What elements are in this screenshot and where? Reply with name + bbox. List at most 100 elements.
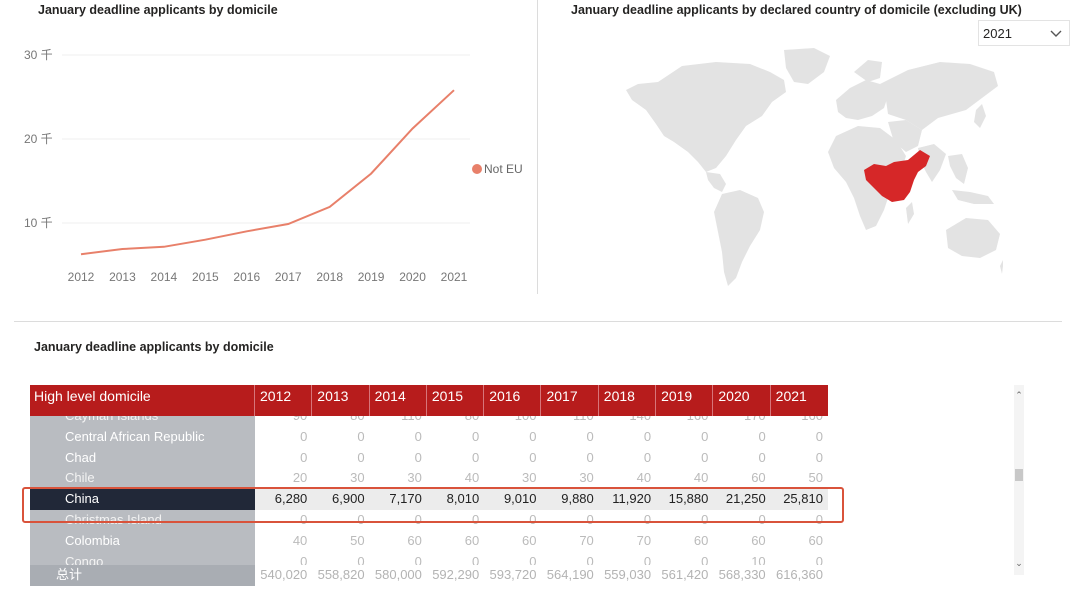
scroll-thumb[interactable]: [1015, 469, 1023, 481]
row-value-cell: 0: [815, 512, 823, 527]
x-tick-label: 2016: [233, 270, 260, 284]
map-indonesia[interactable]: [952, 190, 994, 204]
row-value-cell: 30: [522, 470, 537, 486]
row-value-cell: 60: [693, 532, 709, 548]
table-scrollbar[interactable]: ⌃ ⌄: [1014, 385, 1024, 575]
map-middle-east[interactable]: [888, 120, 922, 152]
line-chart-title: January deadline applicants by domicile: [38, 3, 278, 17]
row-value-cell: 30: [579, 470, 594, 486]
row-value-cell: 0: [643, 428, 652, 444]
map-japan[interactable]: [974, 104, 986, 128]
row-value-cell: 0: [643, 512, 652, 527]
map-china[interactable]: [864, 150, 930, 202]
map-central-america[interactable]: [706, 172, 726, 192]
table-header: High level domicile 2012 2013 2014 2015 …: [30, 385, 828, 416]
row-value-cell: 0: [529, 449, 537, 465]
row-value-cell: 21,250: [725, 491, 766, 507]
x-tick-label: 2019: [358, 270, 385, 284]
header-year[interactable]: 2016: [484, 385, 542, 416]
row-value-cell: 0: [529, 512, 537, 527]
header-year[interactable]: 2012: [255, 385, 313, 416]
row-value-cell: 11,920: [612, 491, 652, 507]
row-value-cell: 70: [579, 532, 594, 548]
row-value-cell: 160: [771, 416, 828, 427]
row-value-cell: 60: [407, 532, 422, 548]
row-value-cell: 60: [464, 532, 480, 548]
map-title: January deadline applicants by declared …: [571, 3, 1022, 17]
table-body: Cayman Islands90801108010011014016017016…: [30, 416, 828, 586]
table-total-row: 总计 540,020 558,820 580,000 592,290 593,720 564…: [30, 565, 828, 586]
row-value-cell: 60: [522, 532, 537, 548]
header-year[interactable]: 2019: [656, 385, 714, 416]
row-value-cell: 0: [300, 428, 308, 444]
y-tick-label: 30 千: [24, 48, 53, 62]
row-value-cell: 0: [414, 512, 422, 527]
row-value-cell: 9,010: [503, 491, 537, 507]
header-year[interactable]: 2020: [713, 385, 771, 416]
legend-label-not-eu: Not EU: [484, 162, 523, 176]
map-scandinavia[interactable]: [854, 60, 882, 82]
row-domicile-name: Cayman Islands: [30, 416, 255, 427]
row-value-cell: 0: [586, 553, 594, 569]
row-value-cell: 0: [586, 428, 594, 444]
table-row[interactable]: Christmas Island 0 0 0 0 0 0 0 0 0 0: [30, 510, 828, 531]
scroll-down-icon[interactable]: ⌄: [1015, 558, 1023, 568]
row-value-cell: 0: [414, 553, 422, 569]
domicile-table: High level domicile 2012 2013 2014 2015 …: [30, 385, 828, 586]
header-year[interactable]: 2021: [775, 388, 807, 404]
row-value-cell: 0: [357, 553, 365, 569]
total-value-cell: 580,000: [374, 567, 422, 582]
row-value-cell: 0: [414, 428, 422, 444]
map-australia[interactable]: [946, 218, 1000, 258]
row-value-cell: 0: [471, 512, 480, 527]
map-north-america[interactable]: [626, 62, 786, 172]
header-year[interactable]: 2014: [370, 385, 427, 416]
row-value-cell: 6,900: [332, 491, 365, 507]
map-greenland[interactable]: [784, 48, 830, 84]
header-year[interactable]: 2015: [427, 385, 485, 416]
row-value-cell: 20: [292, 470, 308, 486]
table-row-selected[interactable]: China 6,280 6,900 7,170 8,010 9,010 9,880 11,92…: [30, 489, 828, 510]
x-tick-label: 2015: [192, 270, 219, 284]
row-domicile-name: Central African Republic: [30, 426, 255, 448]
map-madagascar[interactable]: [906, 202, 914, 224]
row-value-cell: 30: [350, 470, 365, 486]
row-value-cell: 50: [808, 470, 823, 486]
map-southeast-asia[interactable]: [948, 154, 968, 184]
x-tick-label: 2017: [275, 270, 302, 284]
table-row[interactable]: Cayman Islands90801108010011014016017016…: [30, 416, 828, 427]
scroll-up-icon[interactable]: ⌃: [1015, 390, 1023, 400]
table-row[interactable]: Chile 20 30 30 40 30 30 40 40 60 50: [30, 468, 828, 490]
table-row[interactable]: Central African Republic 0 0 0 0 0 0 0 0 0 0: [30, 426, 828, 448]
row-value-cell: 0: [529, 553, 537, 569]
row-value-cell: 40: [636, 470, 652, 486]
legend-marker-not-eu: [472, 164, 482, 174]
year-dropdown[interactable]: 2021: [978, 20, 1070, 46]
header-high-level-domicile[interactable]: High level domicile: [30, 385, 255, 416]
map-asia[interactable]: [880, 62, 998, 130]
row-value-cell: 0: [529, 428, 537, 444]
highlight-outline: [22, 487, 844, 523]
map-europe[interactable]: [836, 80, 888, 120]
header-year[interactable]: 2013: [312, 385, 370, 416]
row-value-cell: 80: [427, 416, 484, 427]
row-value-cell: 0: [758, 512, 766, 527]
x-tick-label: 2014: [151, 270, 178, 284]
header-year[interactable]: 2018: [599, 385, 657, 416]
row-value-cell: 50: [350, 532, 365, 548]
map-south-america[interactable]: [714, 190, 764, 286]
y-tick-label: 20 千: [24, 132, 53, 146]
row-value-cell: 0: [701, 553, 709, 569]
row-value-cell: 40: [464, 470, 480, 486]
header-year[interactable]: 2017: [541, 385, 599, 416]
chevron-down-icon: [1050, 30, 1062, 37]
x-tick-label: 2013: [109, 270, 136, 284]
total-value-cell: 564,190: [546, 567, 594, 582]
map-new-zealand[interactable]: [1000, 258, 1003, 274]
table-row[interactable]: Chad 0 0 0 0 0 0 0 0 0 0: [30, 447, 828, 469]
row-value-cell: 0: [357, 449, 365, 465]
year-dropdown-value: 2021: [983, 25, 1012, 41]
row-value-cell: 160: [656, 416, 713, 427]
world-map: [626, 48, 1003, 286]
table-row[interactable]: Colombia 40 50 60 60 60 70 70 60 60 60: [30, 530, 828, 552]
